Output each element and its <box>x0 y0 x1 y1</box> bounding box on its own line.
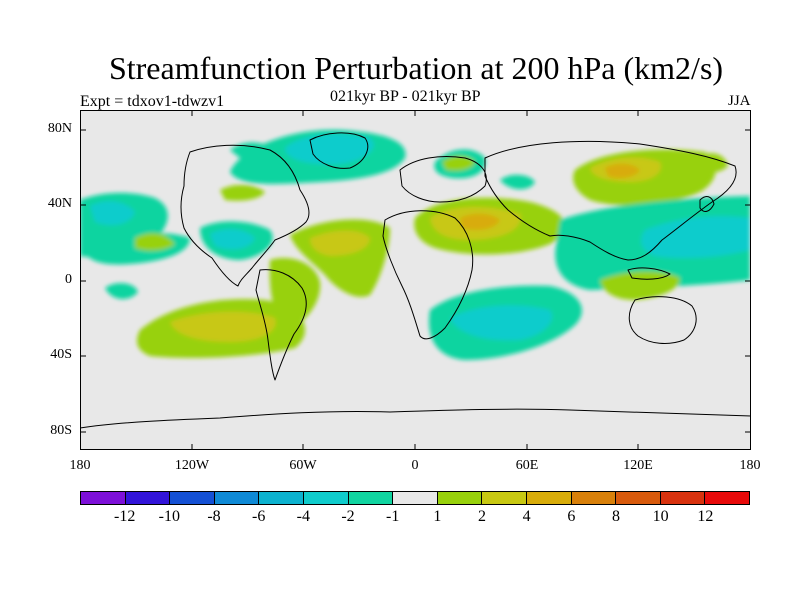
colorbar-label: 12 <box>697 508 714 525</box>
colorbar-label: -6 <box>251 508 266 525</box>
region-westpac-cyan <box>641 216 750 258</box>
coast-africa <box>382 210 474 340</box>
colorbar-box <box>437 492 483 504</box>
contour-fills <box>80 129 750 360</box>
lon-label-120e: 120E <box>623 458 653 473</box>
region-south-america-green <box>269 258 321 330</box>
coastlines <box>80 132 751 429</box>
region-northpac-green <box>220 184 265 201</box>
region-europe-green <box>442 156 475 171</box>
colorbar-box <box>303 492 349 504</box>
period-label: 021kyr BP - 021kyr BP <box>330 88 481 105</box>
region-indian-ocean-cyan <box>450 305 553 341</box>
region-central-america-cyan <box>210 229 255 250</box>
colorbar-label: 2 <box>478 508 486 525</box>
coast-greenland <box>309 132 369 169</box>
experiment-label: Expt = tdxov1-tdwzv1 <box>80 93 225 110</box>
coast-antarctica <box>80 408 751 429</box>
colorbar-box <box>660 492 706 504</box>
colorbar-box <box>616 492 661 504</box>
lon-label-60w: 60W <box>289 458 317 473</box>
colorbar-box <box>705 492 749 504</box>
lat-label-80s: 80S <box>50 423 72 438</box>
colorbar-label: -8 <box>207 508 221 525</box>
colorbar-label: 8 <box>612 508 620 525</box>
lon-label-180w: 180 <box>69 458 91 473</box>
colorbar-label: -4 <box>296 508 310 525</box>
colorbar-box <box>214 492 260 504</box>
colorbar-label: 10 <box>652 508 669 525</box>
region-australia-green <box>600 271 680 300</box>
colorbar-label: 1 <box>433 508 442 525</box>
lon-label-120w: 120W <box>174 458 210 473</box>
coast-north-america <box>180 144 310 287</box>
colorbar <box>80 491 750 505</box>
lat-label-40s: 40S <box>50 347 72 362</box>
region-tropical-atlantic-olive <box>310 230 370 256</box>
region-greenland-cyan <box>285 133 374 165</box>
colorbar-label: -12 <box>113 508 136 525</box>
lat-label-40n: 40N <box>47 196 72 211</box>
colorbar-box <box>170 492 215 504</box>
region-eastpac-cyan <box>105 283 138 300</box>
plot-title: Streamfunction Perturbation at 200 hPa (… <box>108 50 724 86</box>
region-mideast-orange <box>460 213 500 230</box>
colorbar-box <box>125 492 171 504</box>
colorbar-box <box>571 492 617 504</box>
lat-label-eq: 0 <box>65 272 72 287</box>
map-frame <box>80 110 751 450</box>
region-arctic-teal <box>230 142 270 158</box>
lat-label-80n: 80N <box>47 121 72 136</box>
region-nepac-cyan <box>90 201 135 226</box>
colorbar-label: 4 <box>522 508 531 525</box>
coast-south-america <box>255 269 307 381</box>
coast-japan <box>699 196 715 212</box>
coast-australia <box>628 296 697 344</box>
colorbar-label: -1 <box>385 508 400 525</box>
region-asia-orange <box>605 163 640 178</box>
region-nepac-green <box>700 153 728 173</box>
colorbar-box <box>393 492 438 504</box>
coast-europe <box>399 156 487 203</box>
colorbar-box <box>81 492 126 504</box>
lon-label-60e: 60E <box>515 458 539 473</box>
colorbar-label: -2 <box>341 508 355 525</box>
lon-label-0: 0 <box>411 458 419 473</box>
lon-label-180e: 180 <box>739 458 761 473</box>
colorbar-label: 6 <box>567 508 576 525</box>
colorbar-box <box>526 492 572 504</box>
colorbar-label: -10 <box>158 508 180 525</box>
coast-indonesia <box>627 267 671 280</box>
coast-asia <box>484 140 737 261</box>
colorbar-box <box>259 492 304 504</box>
region-midlat-teal <box>500 174 535 190</box>
colorbar-box <box>348 492 394 504</box>
colorbar-box <box>482 492 527 504</box>
streamfunction-map <box>80 110 751 450</box>
region-southpac-olive <box>170 311 276 342</box>
season-label: JJA <box>728 93 751 109</box>
region-npac-green <box>135 233 175 251</box>
